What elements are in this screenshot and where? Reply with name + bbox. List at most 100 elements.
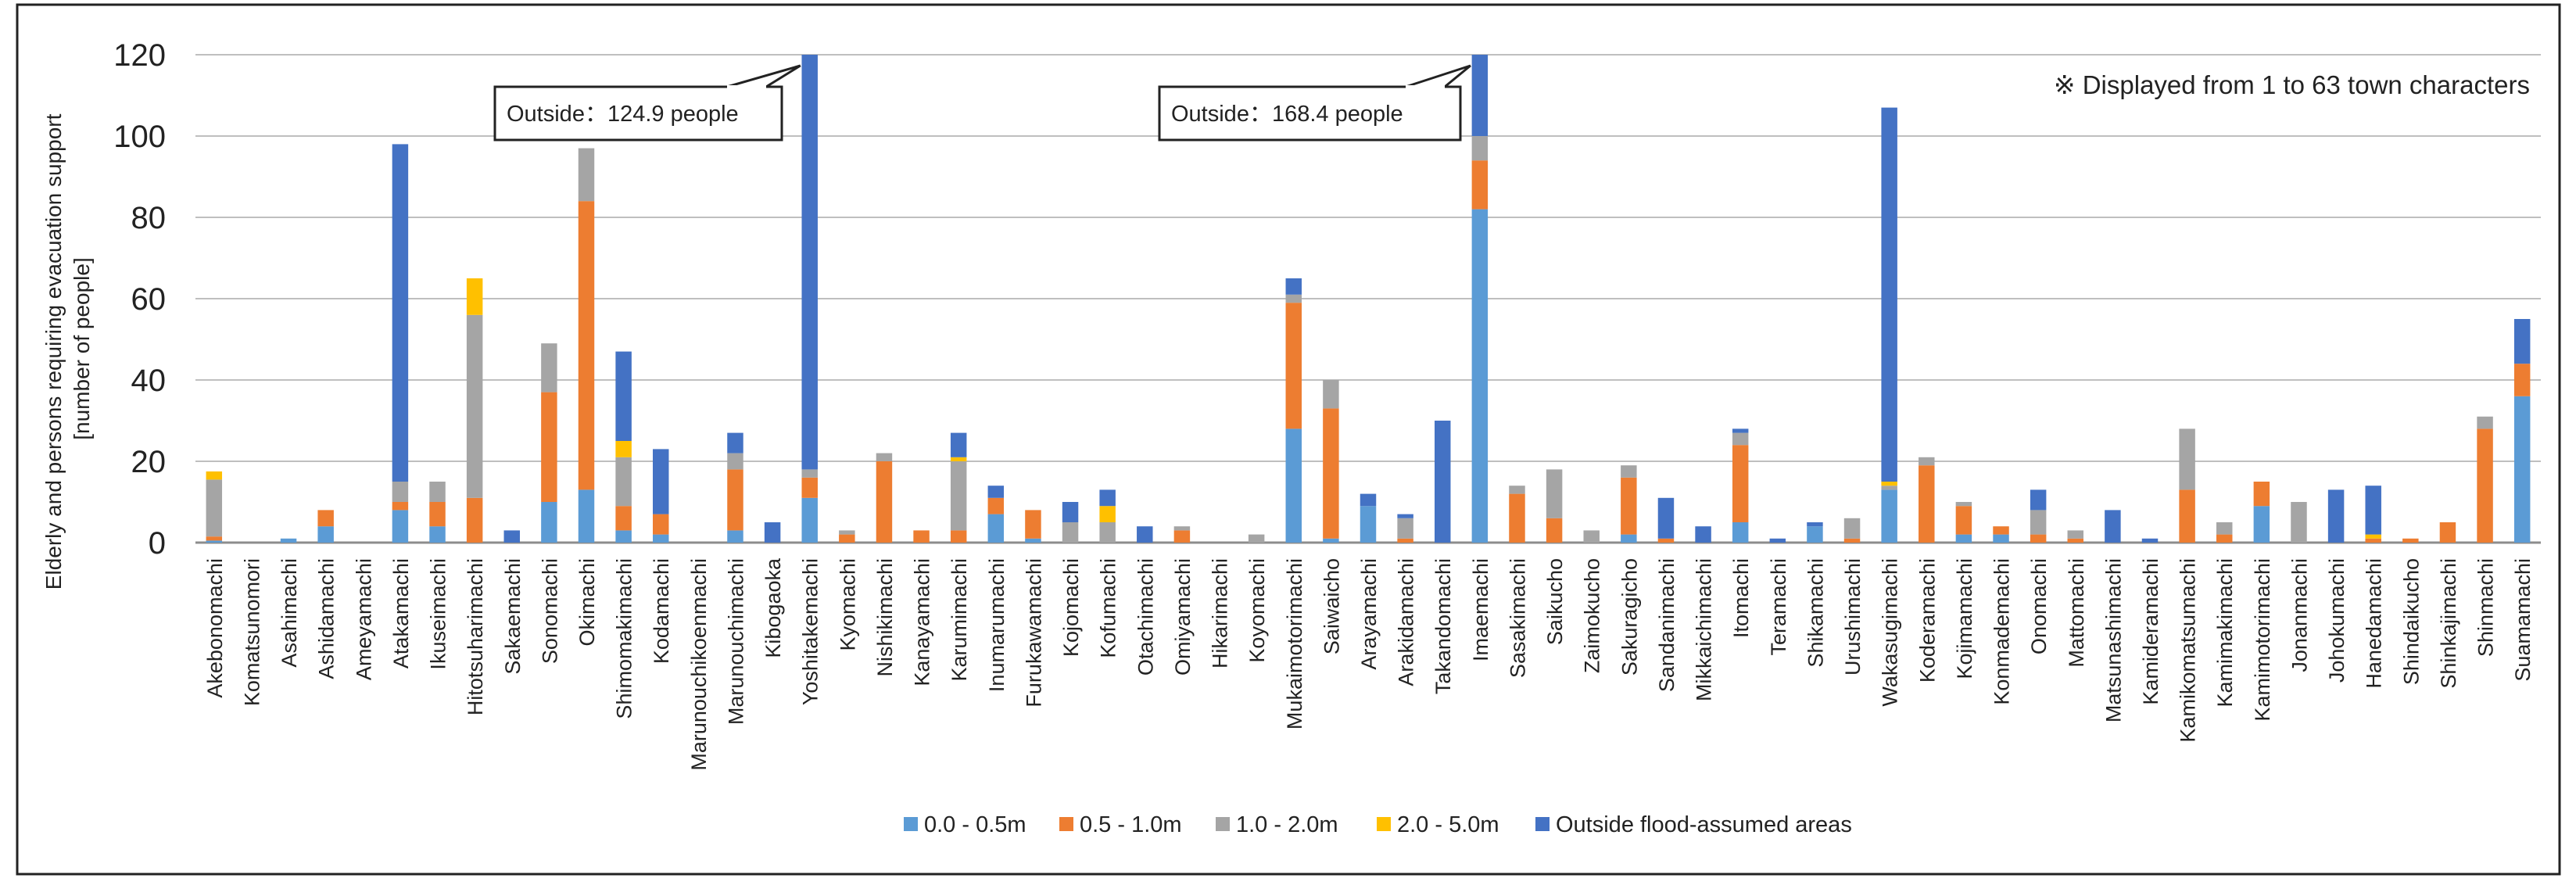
bar-sasakimachi-0-5-1-0m — [1509, 493, 1525, 543]
bar-koderamachi-0-5-1-0m — [1919, 465, 1935, 543]
bar-konmademachi-0-0-0-5m — [1993, 534, 2009, 543]
bar-akebonomachi-0-5-1-0m — [206, 536, 223, 541]
bar-nishikimachi-1-0-2-0m — [876, 453, 893, 461]
bar-kamimakimachi-0-5-1-0m — [2216, 534, 2233, 543]
x-tick-label: Atakamachi — [389, 558, 413, 668]
bar-imaemachi-0-0-0-5m — [1471, 209, 1489, 543]
bar-yoshitakemachi-0-0-0-5m — [801, 497, 818, 543]
bar-arakidamachi-outside-flood-assumed-areas — [1397, 514, 1413, 518]
bar-mukaimotorimachi-1-0-2-0m — [1285, 294, 1302, 303]
x-tick-label: Arayamachi — [1357, 558, 1381, 670]
bar-omiyamachi-1-0-2-0m — [1173, 526, 1191, 531]
x-tick-label: Imaemachi — [1469, 558, 1492, 661]
bar-arayamachi-outside-flood-assumed-areas — [1360, 493, 1377, 507]
x-tick-label: Johokumachi — [2325, 558, 2348, 683]
bar-shikamachi-0-0-0-5m — [1807, 526, 1823, 543]
x-tick-label: Shimomakimachi — [613, 558, 636, 719]
x-axis-labels: Akebonomachi Komatsunomori Asahimachi Ashid… — [203, 557, 2535, 771]
bar-shikamachi-outside-flood-assumed-areas — [1807, 522, 1823, 527]
x-tick-label: Takandomachi — [1431, 558, 1455, 694]
bar-marunouchimachi-0-0-0-5m — [727, 530, 743, 543]
bar-sakaemachi-outside-flood-assumed-areas — [503, 530, 520, 543]
x-tick-label: Sasakimachi — [1506, 558, 1529, 678]
bar-saiwaicho-0-0-0-5m — [1323, 538, 1339, 543]
bar-konmademachi-0-5-1-0m — [1993, 526, 2009, 535]
bar-kamideramachi-outside-flood-assumed-areas — [2141, 538, 2159, 543]
bar-teramachi-outside-flood-assumed-areas — [1769, 538, 1786, 543]
bar-koyomachi-1-0-2-0m — [1248, 534, 1265, 543]
bar-kamikomatsumachi-0-5-1-0m — [2179, 489, 2195, 543]
bar-mukaimotorimachi-outside-flood-assumed-areas — [1285, 278, 1302, 295]
bar-itomachi-0-0-0-5m — [1732, 522, 1749, 543]
bar-mikkaichimachi-outside-flood-assumed-areas — [1695, 526, 1711, 543]
legend-label-0-0-0-5m: 0.0 - 0.5m — [924, 812, 1026, 837]
bar-sandanimachi-0-5-1-0m — [1657, 538, 1675, 543]
bar-kojimamachi-1-0-2-0m — [1955, 502, 1972, 507]
x-tick-label: Kamimotorimachi — [2251, 558, 2274, 722]
x-tick-label: Shinmachi — [2474, 558, 2498, 657]
bar-inumarumachi-0-5-1-0m — [987, 497, 1005, 514]
x-tick-label: Akebonomachi — [203, 558, 227, 698]
bar-atakamachi-1-0-2-0m — [392, 482, 409, 502]
bar-marunouchimachi-1-0-2-0m — [727, 453, 743, 470]
legend-label-outside-flood-assumed-areas: Outside flood-assumed areas — [1556, 812, 1852, 837]
bar-hanedamachi-2-0-5-0m — [2365, 534, 2381, 539]
bar-shindaikucho-0-5-1-0m — [2402, 538, 2419, 543]
bar-itomachi-outside-flood-assumed-areas — [1732, 428, 1749, 433]
x-tick-label: Kojomachi — [1059, 558, 1083, 657]
bar-johokumachi-outside-flood-assumed-areas — [2327, 489, 2345, 543]
x-tick-label: Kyomachi — [836, 558, 859, 651]
bar-kofumachi-2-0-5-0m — [1099, 506, 1116, 522]
x-tick-label: Okimachi — [575, 558, 599, 647]
bar-matsunashimachi-outside-flood-assumed-areas — [2105, 510, 2121, 543]
y-tick-label: 100 — [113, 120, 166, 154]
bar-kamimakimachi-1-0-2-0m — [2216, 522, 2233, 535]
callouts: Outside：124.9 people Outside：168.4 people — [493, 64, 1471, 142]
y-axis-ticks: 0 20 40 60 80 100 120 — [113, 38, 166, 561]
x-tick-label: Kamideramachi — [2139, 558, 2162, 705]
x-tick-label: Mikkaichimachi — [1693, 558, 1716, 701]
x-tick-label: Matsunashimachi — [2101, 558, 2125, 722]
bar-wakasugimachi-2-0-5-0m — [1881, 482, 1897, 486]
bar-shimomakimachi-outside-flood-assumed-areas — [615, 351, 632, 441]
x-tick-label: Nishikimachi — [873, 558, 897, 677]
bar-akebonomachi-0-0-0-5m — [206, 540, 223, 543]
callout-box — [493, 85, 783, 142]
bar-asahimachi-0-0-0-5m — [280, 538, 297, 543]
x-tick-label: Saikucho — [1543, 558, 1567, 645]
bar-suamamachi-outside-flood-assumed-areas — [2513, 319, 2531, 364]
bar-sonomachi-0-5-1-0m — [541, 392, 557, 502]
x-tick-label: Zaimokucho — [1581, 558, 1604, 673]
bar-koderamachi-1-0-2-0m — [1919, 457, 1935, 466]
bar-hanedamachi-outside-flood-assumed-areas — [2365, 486, 2381, 535]
bar-saikucho-1-0-2-0m — [1546, 469, 1563, 518]
bar-kamikomatsumachi-1-0-2-0m — [2179, 428, 2195, 490]
x-tick-label: Asahimachi — [278, 558, 301, 668]
bar-jonanmachi-1-0-2-0m — [2291, 502, 2307, 543]
x-tick-label: Arakidamachi — [1395, 558, 1418, 686]
x-tick-label: Kibogaoka — [761, 557, 785, 658]
bar-kamimotorimachi-0-5-1-0m — [2253, 482, 2270, 507]
bar-onomachi-0-5-1-0m — [2030, 534, 2047, 543]
y-tick-label: 120 — [113, 38, 166, 73]
bar-onomachi-1-0-2-0m — [2030, 510, 2047, 535]
bar-yoshitakemachi-0-5-1-0m — [801, 477, 818, 498]
bar-shinkajimachi-0-5-1-0m — [2439, 522, 2456, 543]
x-tick-label: Kodamachi — [650, 558, 673, 664]
bar-okimachi-0-0-0-5m — [578, 489, 595, 543]
bar-kodamachi-outside-flood-assumed-areas — [653, 449, 669, 514]
bar-omiyamachi-0-5-1-0m — [1173, 530, 1191, 543]
x-tick-label: Mukaimotorimachi — [1283, 558, 1306, 729]
bar-saiwaicho-1-0-2-0m — [1323, 380, 1339, 409]
legend-swatch-2-0-5-0m — [1377, 817, 1391, 831]
legend-swatch-0-5-1-0m — [1059, 817, 1073, 831]
x-tick-label: Saiwaicho — [1320, 558, 1343, 654]
bar-kofumachi-outside-flood-assumed-areas — [1099, 489, 1116, 507]
bar-imaemachi-outside-flood-assumed-areas — [1471, 55, 1489, 136]
y-tick-label: 40 — [131, 364, 167, 398]
bar-ikuseimachi-0-0-0-5m — [429, 526, 446, 543]
bar-ashidamachi-0-0-0-5m — [317, 526, 334, 543]
legend: 0.0 - 0.5m 0.5 - 1.0m 1.0 - 2.0m 2.0 - 5.0m… — [904, 812, 1852, 837]
bar-imaemachi-0-5-1-0m — [1471, 160, 1489, 210]
